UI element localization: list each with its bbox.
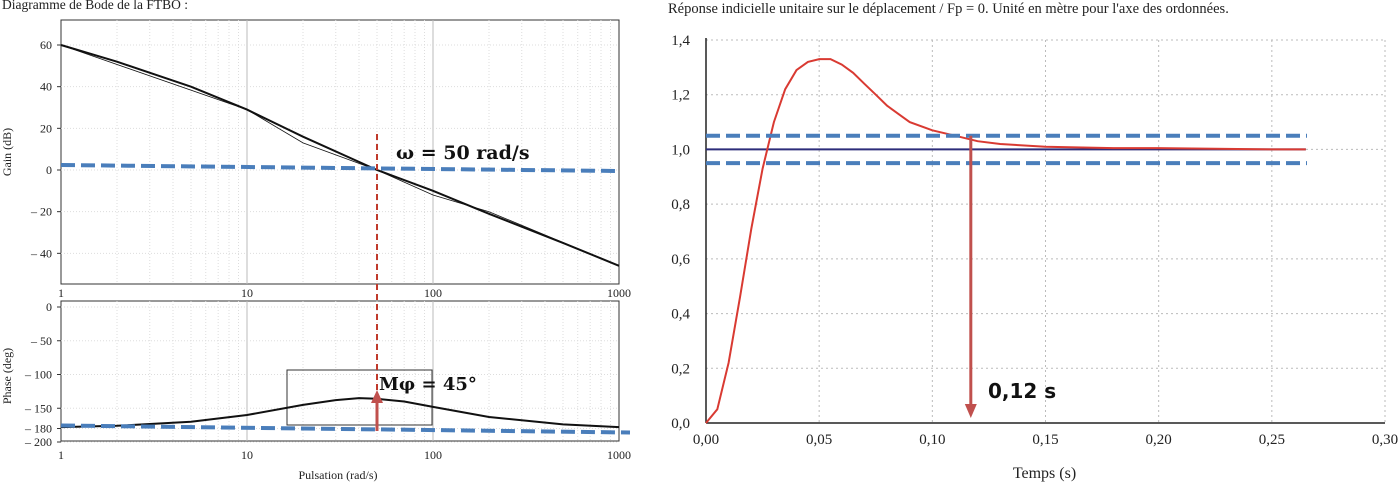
phase-xtick-label: 100	[424, 448, 442, 462]
gain-axis-label: Gain (dB)	[0, 128, 14, 176]
phase-zoom-rectangle	[286, 369, 433, 426]
phase-ytick-label: – 180	[24, 422, 52, 436]
step-ytick-label: 0,0	[671, 416, 690, 432]
gain-plot-frame	[60, 19, 620, 285]
settling-time-annotation: 0,12 s	[988, 379, 1056, 403]
phase-plot-frame	[60, 300, 620, 442]
phase-xtick-label: 1000	[607, 448, 631, 462]
step-ytick-label: 0,2	[671, 361, 690, 377]
phase-axis-label: Phase (deg)	[0, 348, 14, 404]
step-xtick-label: 0,25	[1259, 432, 1285, 448]
phase-margin-arrow-head	[371, 390, 384, 403]
gain-ytick-label: 40	[40, 80, 52, 94]
step-x-axis-label: Temps (s)	[1013, 465, 1076, 482]
phase-curve	[60, 397, 620, 429]
step-xtick-label: 0,15	[1032, 432, 1058, 448]
gain-ytick-label: 0	[46, 163, 52, 177]
phase-ytick-label: 0	[46, 300, 52, 314]
step-ytick-label: 0,4	[671, 307, 690, 323]
phase-ytick-label: – 200	[24, 435, 52, 449]
settling-arrow-head	[964, 404, 977, 418]
step-xtick-label: 0,05	[806, 432, 832, 448]
step-ytick-label: 0,6	[671, 252, 690, 268]
step-ytick-label: 1,0	[671, 142, 690, 158]
step-title: Réponse indicielle unitaire sur le dépla…	[668, 1, 1229, 17]
crossover-annotation: ω = 50 rad/s	[396, 142, 530, 164]
step-ytick-label: 1,2	[671, 88, 690, 104]
phase-xtick-label: 10	[241, 448, 253, 462]
gain-curve	[60, 44, 620, 267]
gain-ytick-label: – 40	[30, 246, 52, 260]
step-xtick-label: 0,20	[1146, 432, 1172, 448]
step-response-curve	[705, 58, 1306, 424]
gain-xtick-label: 100	[424, 286, 442, 300]
gain-xtick-label: 10	[241, 286, 253, 300]
phase-margin-annotation: Mφ = 45°	[379, 374, 477, 395]
step-ytick-label: 0,8	[671, 197, 690, 213]
phase-ytick-label: – 150	[24, 401, 52, 415]
phase-ytick-label: – 100	[24, 368, 52, 382]
gain-zero-db-dashed-line	[60, 163, 620, 173]
step-xtick-label: 0,30	[1372, 432, 1398, 448]
pulsation-axis-label: Pulsation (rad/s)	[299, 468, 378, 482]
phase-xtick-label: 1	[58, 448, 64, 462]
phase-minus180-dashed-line	[60, 423, 631, 435]
step-ytick-label: 1,4	[671, 33, 690, 49]
gain-xtick-label: 1	[58, 286, 64, 300]
step-xtick-label: 0,00	[693, 432, 719, 448]
gain-ytick-label: 20	[40, 121, 52, 135]
gain-xtick-label: 1000	[607, 286, 631, 300]
gain-ytick-label: 60	[40, 38, 52, 52]
bode-title: Diagramme de Bode de la FTBO :	[2, 0, 188, 12]
step-xtick-label: 0,10	[919, 432, 945, 448]
phase-ytick-label: – 50	[30, 334, 52, 348]
gain-ytick-label: – 20	[30, 205, 52, 219]
